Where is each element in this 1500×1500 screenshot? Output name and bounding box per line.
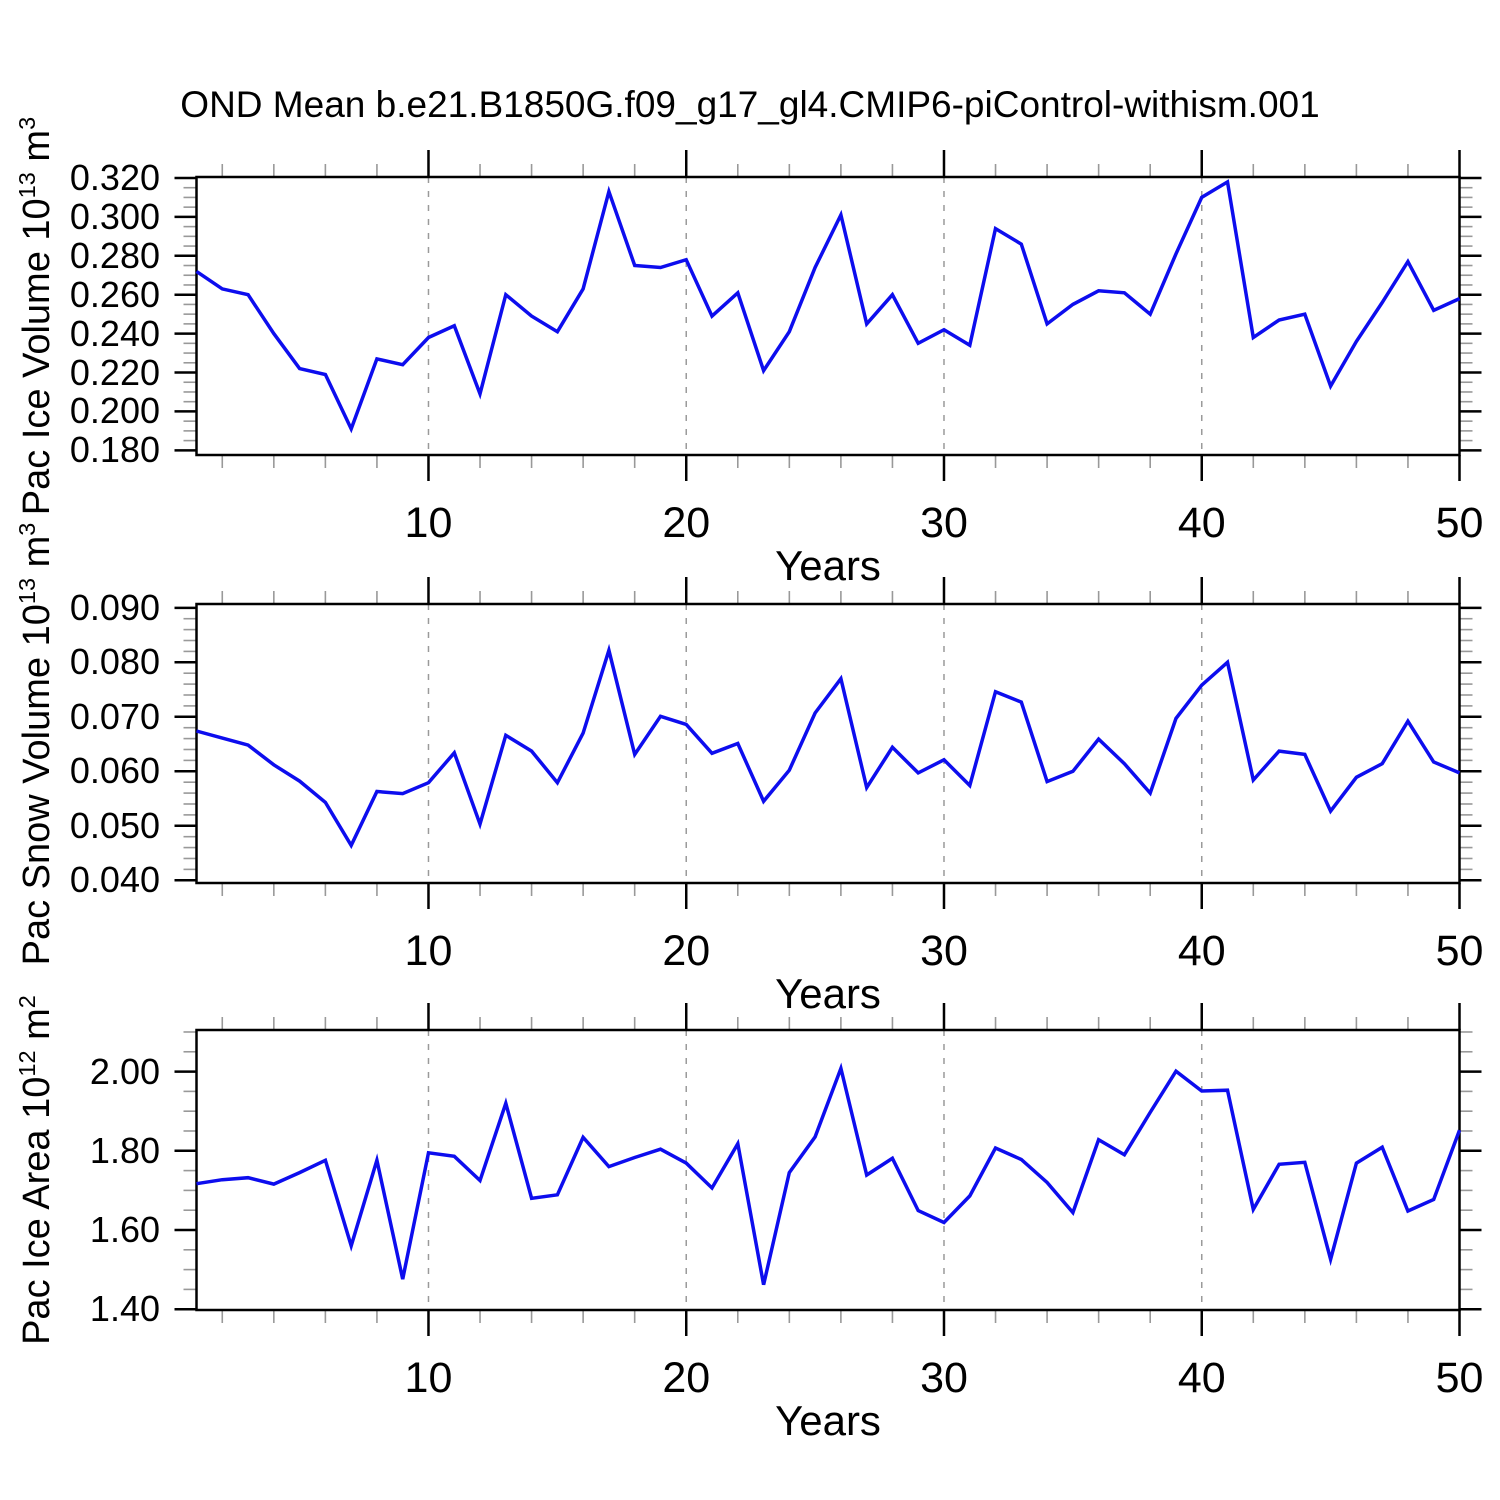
y-tick-label: 0.280 [69,234,160,276]
y-axis-title-text: Pac Snow Volume 10 [15,603,58,965]
panel-pac-ice-volume [174,150,1482,481]
y-tick-label: 0.060 [69,750,160,792]
x-tick-label: 10 [404,1354,453,1402]
x-tick-label: 20 [662,927,711,975]
x-tick-label: 40 [1177,1354,1226,1402]
x-tick-label: 30 [920,1354,968,1402]
x-tick-label: 50 [1435,1354,1484,1402]
x-tick-label: 50 [1435,499,1484,547]
series-line-pac-ice-area [196,1062,1462,1286]
y-tick-label: 1.80 [89,1129,160,1171]
y-tick-label: 0.080 [69,641,160,683]
y-axis-title-exponent: 12 [14,1050,41,1077]
y-tick-label: 0.040 [69,859,160,901]
y-tick-label: 0.320 [69,156,160,198]
y-axis-title-exponent: 2 [14,995,41,1009]
y-tick-label: 2.00 [89,1050,160,1092]
panel-frame-pac-ice-volume [195,175,1461,457]
x-tick-label: 30 [920,927,968,975]
y-tick-label: 1.60 [89,1209,160,1250]
y-tick-label: 0.240 [69,312,160,354]
panel-frame-pac-ice-area [195,1028,1461,1312]
y-tick-label: 0.300 [69,195,160,237]
y-tick-label: 0.050 [69,804,160,846]
x-tick-label: 20 [662,1354,711,1402]
x-axis-title: Years [775,970,881,1017]
panel-frame-pac-snow-volume [195,602,1461,885]
y-axis-title-pac-ice-volume: Pac Ice Volume 1013 m3 [6,117,58,515]
y-axis-title-pac-ice-area: Pac Ice Area 1012 m2 [6,995,58,1345]
x-tick-label: 30 [920,499,968,547]
series-line-pac-snow-volume [196,643,1461,850]
y-axis-title-text: Pac Ice Volume 10 [15,198,58,516]
y-axis-title-exponent: 3 [14,116,41,130]
x-tick-label: 10 [404,499,453,547]
x-axis-title: Years [775,542,881,589]
y-axis-title-exponent: 13 [14,577,41,604]
y-tick-label: 0.090 [69,586,160,628]
y-axis-title-text: m [15,1008,58,1051]
y-axis-title-text: m [15,535,58,578]
y-tick-label: 0.200 [69,390,160,432]
x-tick-label: 10 [404,927,453,975]
y-axis-title-text: m [15,129,58,173]
panel-pac-snow-volume [174,577,1482,909]
x-tick-label: 20 [662,499,711,547]
x-tick-label: 40 [1177,927,1226,975]
y-tick-label: 0.070 [69,695,160,737]
figure-title: OND Mean b.e21.B1850G.f09_g17_gl4.CMIP6-… [180,84,1320,125]
x-tick-label: 50 [1435,927,1484,975]
y-tick-label: 0.220 [69,351,160,393]
series-line-pac-ice-volume [195,179,1461,434]
x-tick-label: 40 [1177,499,1226,547]
x-axis-title: Years [775,1397,881,1444]
panel-pac-ice-area [174,1003,1482,1336]
y-axis-title-exponent: 3 [14,522,41,536]
y-axis-title-exponent: 13 [14,172,41,199]
y-tick-label: 0.260 [69,273,160,315]
y-axis-title-pac-snow-volume: Pac Snow Volume 1013 m3 [6,522,58,965]
y-tick-label: 1.40 [89,1288,160,1330]
y-tick-label: 0.180 [69,429,160,471]
y-axis-title-text: Pac Ice Area 10 [15,1076,58,1345]
